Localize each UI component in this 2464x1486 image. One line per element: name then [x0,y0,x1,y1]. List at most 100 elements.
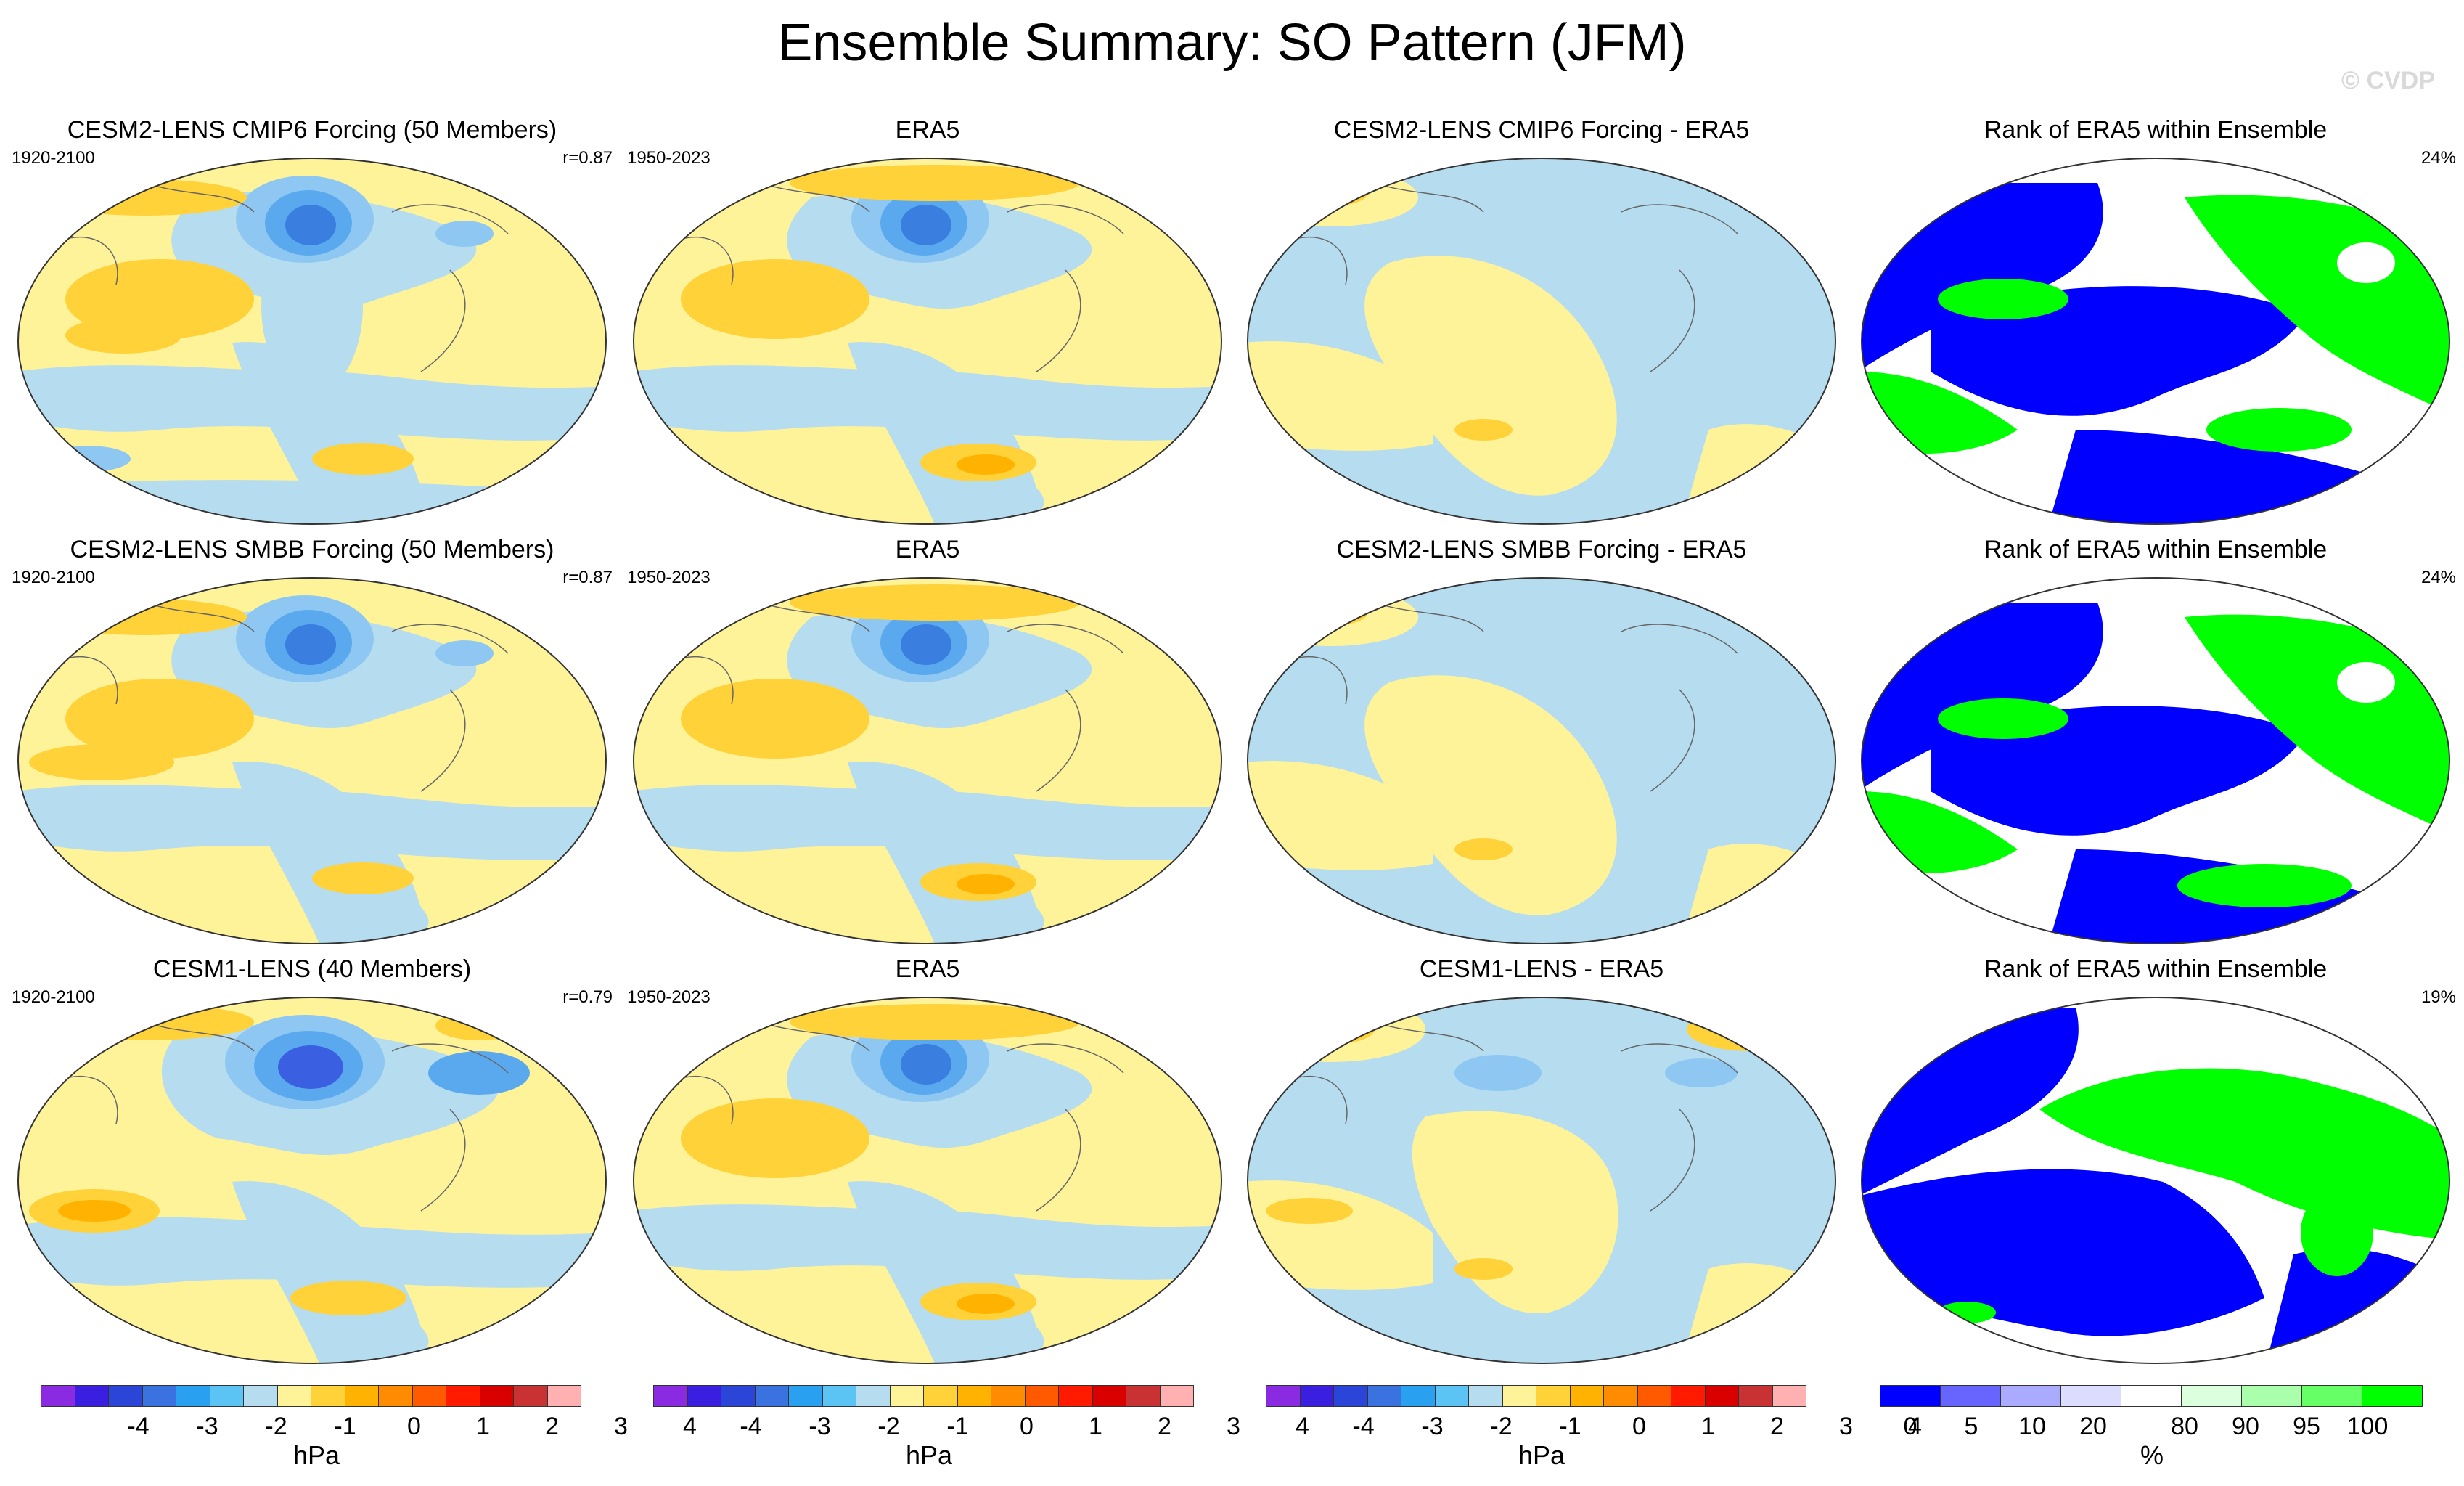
copyright-mark: © CVDP [2341,67,2435,94]
colorbar-tick-label: 100 [2346,1413,2389,1440]
colorbar-swatch [547,1385,581,1407]
colorbar-tick-label: -1 [1559,1413,1581,1440]
colorbar-swatch [923,1385,958,1407]
panel-title: Rank of ERA5 within Ensemble [1984,116,2328,144]
panel-diff-row1: CESM2-LENS CMIP6 Forcing - ERA5 [1234,116,1849,536]
colorbar-hpa: -4 -3 -2 -1 0 1 2 3 4 hPa [1266,1385,1922,1475]
colorbar-tick-label: -4 [1352,1413,1375,1440]
period-label: 1920-2100 [12,148,95,168]
colorbar-pct: 0 5 10 20 80 90 95 100 % [1880,1385,2431,1475]
colorbar-tick-label: 1 [1089,1413,1102,1440]
rank-map [1861,997,2450,1364]
colorbar-hpa: -4 -3 -2 -1 0 1 2 3 4 hPa [41,1385,697,1475]
colorbar-swatch [2301,1385,2362,1407]
colorbar-swatch [1940,1385,2001,1407]
panel-obs-row2: ERA5 1950-2023 [620,536,1235,955]
panel-model-row3: CESM1-LENS (40 Members) 1920-2100 r=0.79 [4,955,620,1375]
colorbar-swatch [1333,1385,1368,1407]
slp-map [633,577,1222,944]
colorbar-tick-label: -3 [1421,1413,1444,1440]
colorbar-swatch [856,1385,891,1407]
period-label: 1920-2100 [12,987,95,1007]
slp-diff-map [1247,997,1836,1364]
colorbar-swatch [1880,1385,1941,1407]
colorbar-swatch [311,1385,345,1407]
colorbar-tick-label: -2 [265,1413,287,1440]
panel-obs-row3: ERA5 1950-2023 [620,955,1235,1375]
colorbar-swatch [446,1385,480,1407]
colorbar-swatch [2362,1385,2423,1407]
colorbar-swatch [1058,1385,1093,1407]
panel-rank-row1: Rank of ERA5 within Ensemble 24% [1848,116,2463,536]
panel-title: ERA5 [895,116,960,144]
colorbar-tick-label: 2 [545,1413,559,1440]
colorbar-swatch [1024,1385,1059,1407]
slp-diff-map [1247,158,1836,525]
colorbar-tick-label: 0 [1903,1413,1917,1440]
rank-map [1861,577,2450,944]
colorbar-swatch [687,1385,721,1407]
slp-map [17,158,607,525]
colorbar-swatch [209,1385,244,1407]
colorbar-tick-label: 2 [1770,1413,1784,1440]
colorbar-swatch [889,1385,924,1407]
colorbar-swatch [991,1385,1026,1407]
pattern-correlation: r=0.87 [562,568,613,587]
colorbar-swatch [2121,1385,2182,1407]
colorbar-tick-label: 20 [2079,1413,2107,1440]
colorbar-unit: hPa [292,1440,340,1470]
colorbar-swatch [74,1385,109,1407]
colorbar-swatch [2060,1385,2121,1407]
rank-percent: 24% [2420,148,2456,168]
colorbar-tick-label: 1 [1701,1413,1715,1440]
colorbar-swatch [1126,1385,1161,1407]
panel-title: CESM1-LENS (40 Members) [152,955,472,983]
panel-title: CESM2-LENS CMIP6 Forcing - ERA5 [1333,116,1750,144]
slp-diff-map [1247,577,1836,944]
colorbar-swatch [1671,1385,1706,1407]
panel-title: ERA5 [895,536,960,563]
colorbar-tick-label: -3 [809,1413,831,1440]
colorbar-boxes [1880,1385,2423,1407]
colorbar-swatch [2181,1385,2242,1407]
colorbar-swatch [822,1385,856,1407]
colorbar-tick-label: 0 [1632,1413,1646,1440]
panel-rank-row3: Rank of ERA5 within Ensemble 19% [1848,955,2463,1375]
colorbar-swatch [1401,1385,1436,1407]
panel-diff-row2: CESM2-LENS SMBB Forcing - ERA5 [1234,536,1849,955]
colorbar-tick-label: 80 [2171,1413,2198,1440]
colorbar-swatch [1367,1385,1401,1407]
colorbar-swatch [754,1385,789,1407]
colorbar-tick-label: -3 [196,1413,218,1440]
colorbar-swatch [1502,1385,1536,1407]
panel-diff-row3: CESM1-LENS - ERA5 [1234,955,1849,1375]
colorbar-swatch [721,1385,756,1407]
colorbar-tick-label: -1 [946,1413,969,1440]
colorbar-boxes [41,1385,581,1407]
period-label: 1920-2100 [12,568,95,587]
colorbar-tick-label: 90 [2232,1413,2259,1440]
colorbar-tick-label: -1 [334,1413,356,1440]
panel-model-row1: CESM2-LENS CMIP6 Forcing (50 Members) 19… [4,116,620,536]
rank-percent: 19% [2420,987,2456,1007]
colorbar-unit: hPa [905,1440,953,1470]
colorbar-swatch [1266,1385,1301,1407]
colorbar-tick-label: 3 [1839,1413,1853,1440]
rank-percent: 24% [2420,568,2456,587]
colorbar-swatch [513,1385,548,1407]
panel-title: CESM2-LENS SMBB Forcing - ERA5 [1336,536,1747,563]
colorbar-swatch [2241,1385,2302,1407]
colorbar-tick-label: 0 [1020,1413,1034,1440]
colorbar-unit: % [2140,1440,2164,1470]
colorbar-tick-label: -4 [127,1413,150,1440]
colorbar-swatch [1704,1385,1739,1407]
colorbar-swatch [1434,1385,1469,1407]
colorbar-tick-label: 0 [407,1413,421,1440]
colorbar-tick-label: 95 [2293,1413,2320,1440]
pattern-correlation: r=0.79 [562,987,613,1007]
colorbar-swatch [344,1385,379,1407]
panel-title: Rank of ERA5 within Ensemble [1984,536,2328,563]
colorbar-tick-label: -2 [877,1413,900,1440]
panel-rank-row2: Rank of ERA5 within Ensemble 24% [1848,536,2463,955]
colorbar-swatch [653,1385,688,1407]
